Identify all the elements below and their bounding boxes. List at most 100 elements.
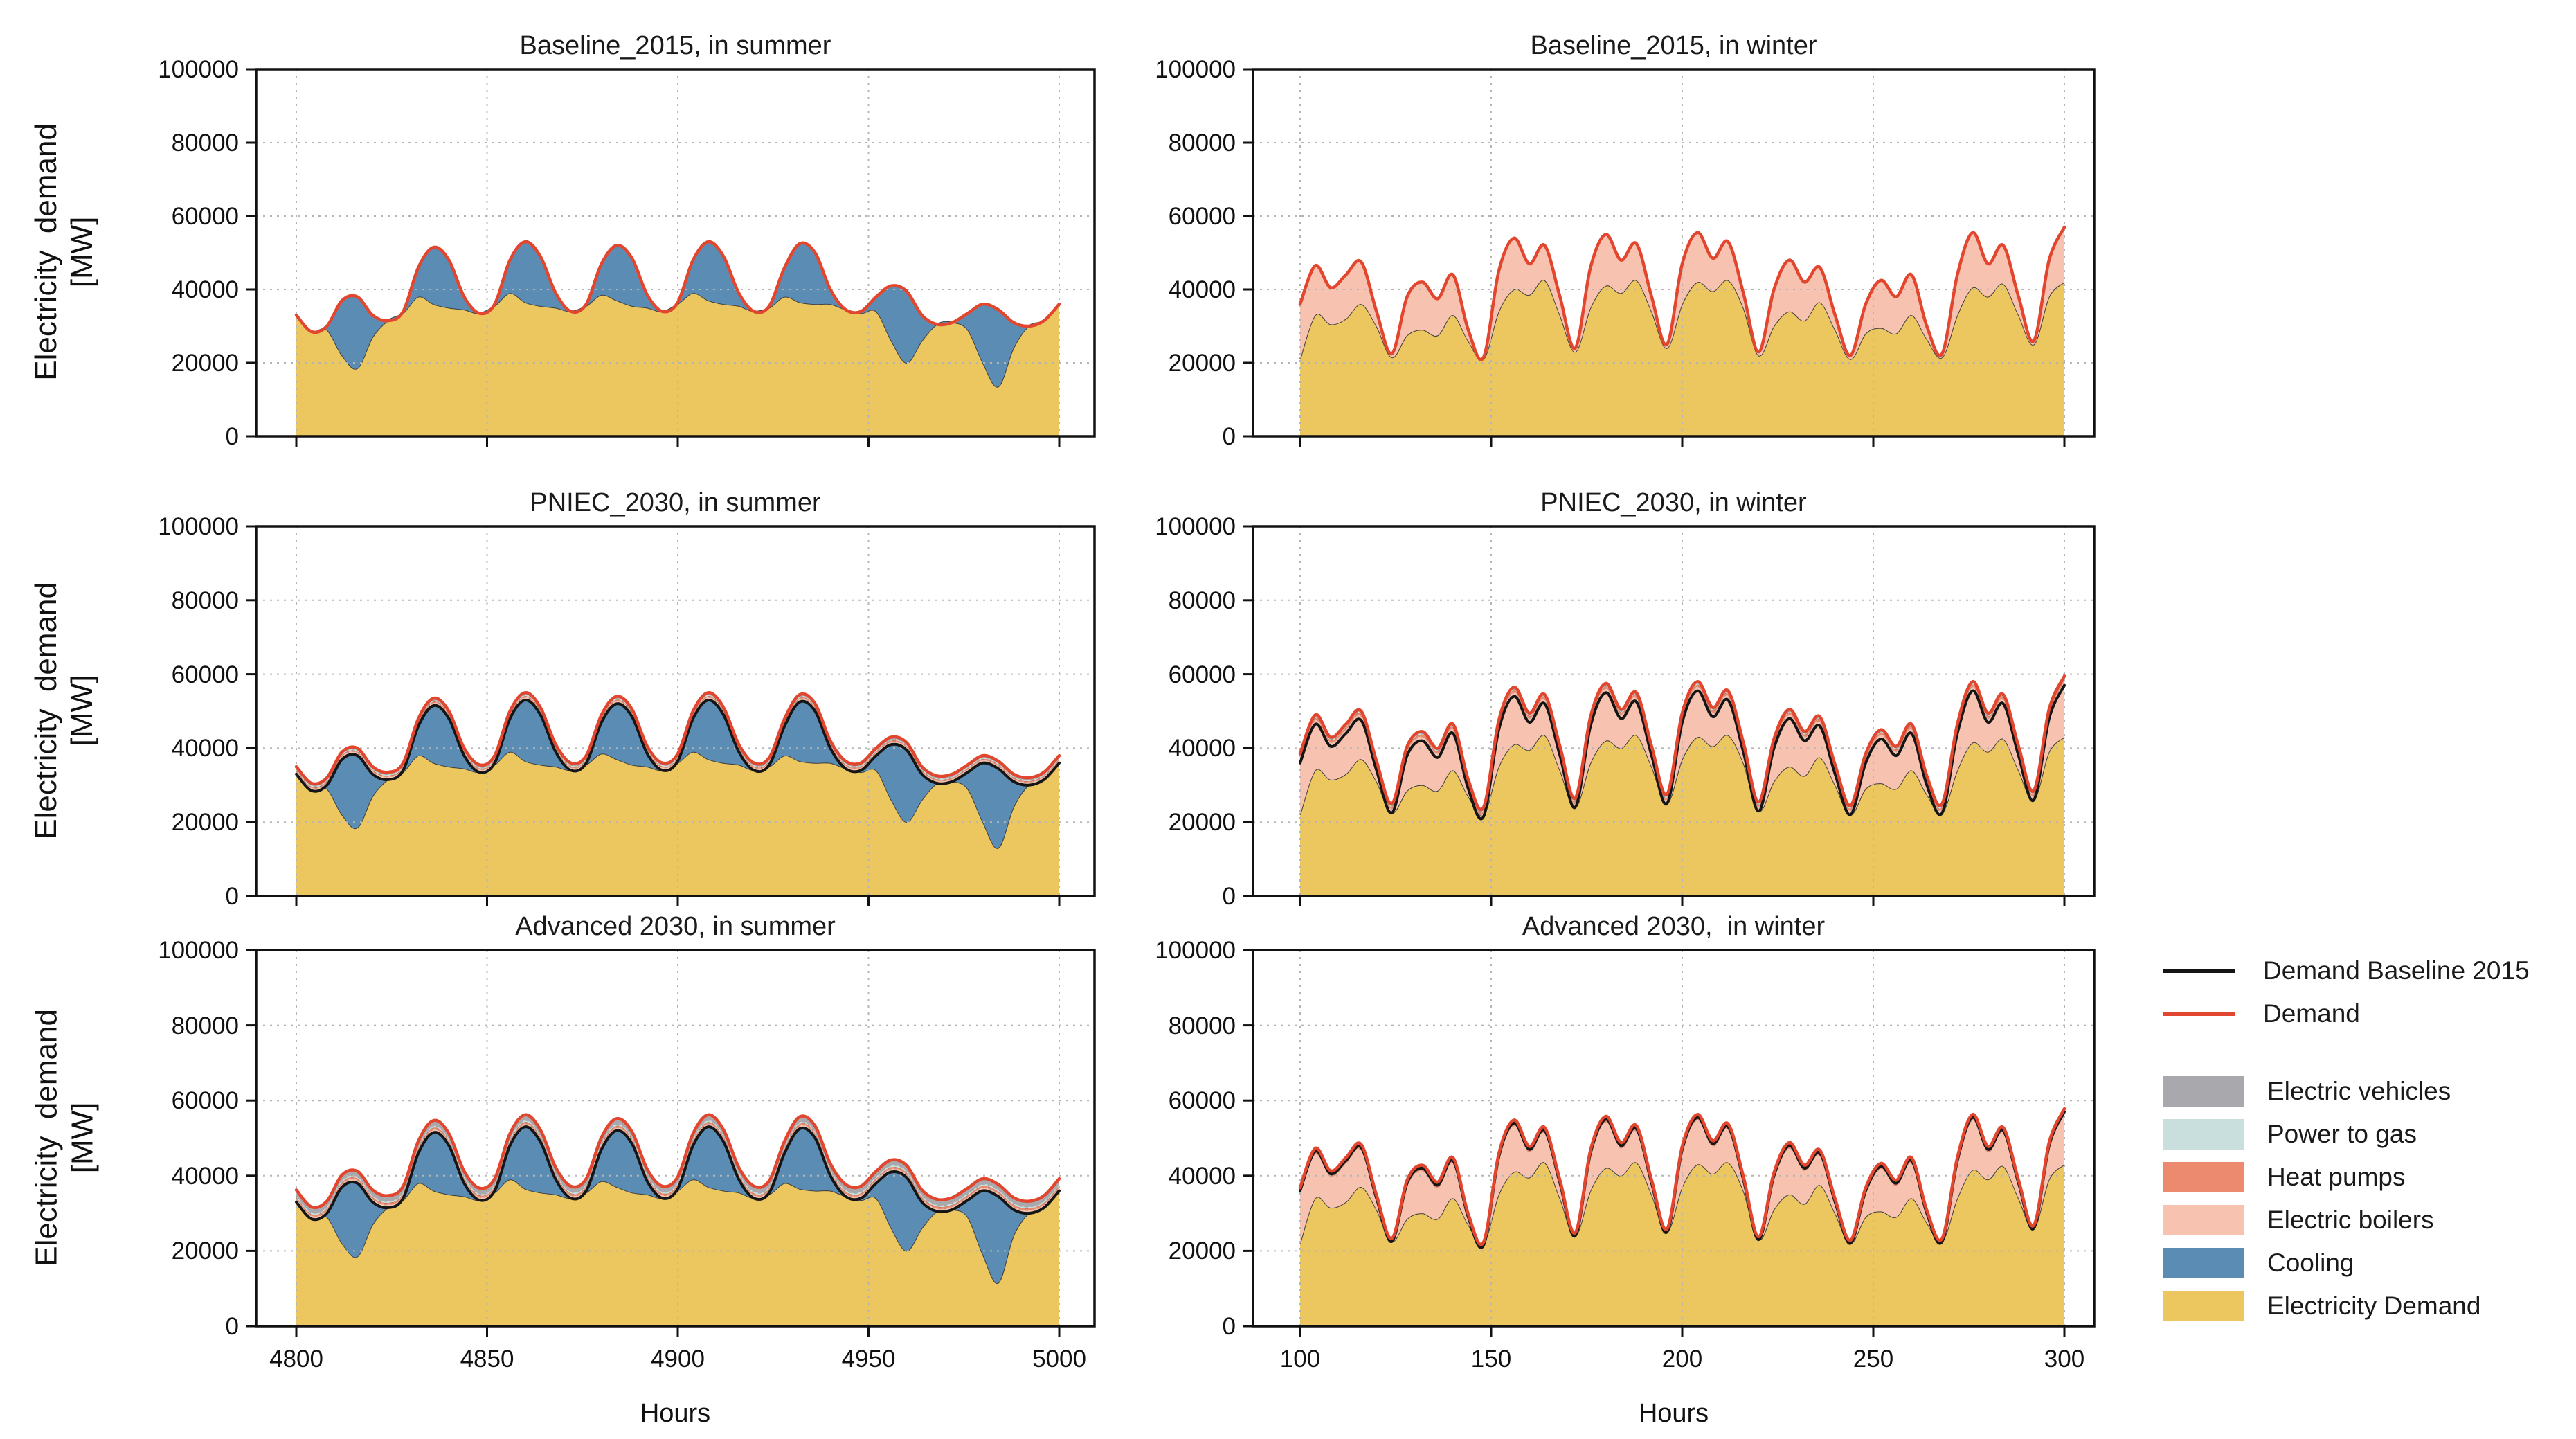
x-axis-label: Hours bbox=[640, 1399, 711, 1428]
y-axis-label: Electricity demand [MW] bbox=[12, 69, 116, 436]
y-tick-label: 100000 bbox=[1155, 56, 1236, 83]
y-axis-label: Electricity demand [MW] bbox=[12, 526, 116, 896]
legend-patch-swatch bbox=[2163, 1205, 2244, 1235]
y-tick-label: 100000 bbox=[1155, 513, 1236, 540]
y-tick-label: 20000 bbox=[171, 809, 239, 837]
plot-frame bbox=[1252, 68, 2096, 438]
legend-item-electric-vehicles: Electric vehicles bbox=[2163, 1075, 2451, 1108]
plot-area bbox=[246, 525, 1096, 906]
plot-area bbox=[246, 949, 1096, 1337]
legend-label: Electric vehicles bbox=[2267, 1077, 2451, 1105]
legend-patch-swatch bbox=[2163, 1248, 2244, 1278]
y-tick-label: 40000 bbox=[171, 276, 239, 303]
plot-frame bbox=[1252, 525, 2096, 897]
legend-label: Cooling bbox=[2267, 1249, 2354, 1277]
legend-item-electric-boilers: Electric boilers bbox=[2163, 1204, 2434, 1237]
y-tick-label: 40000 bbox=[1168, 735, 1236, 762]
y-tick-label: 0 bbox=[1222, 1313, 1236, 1340]
x-tick-label: 200 bbox=[1661, 1346, 1703, 1373]
legend-label: Demand Baseline 2015 bbox=[2263, 956, 2530, 985]
legend-line-swatch bbox=[2163, 1012, 2235, 1016]
line-demand-baseline-2015 bbox=[1299, 683, 2066, 821]
legend-patch-swatch bbox=[2163, 1119, 2244, 1150]
area-cooling bbox=[296, 699, 1059, 848]
y-tick-label: 20000 bbox=[171, 350, 239, 377]
y-tick-label: 0 bbox=[225, 1313, 239, 1340]
y-tick-label: 80000 bbox=[171, 587, 239, 614]
y-tick-label: 20000 bbox=[1168, 1237, 1236, 1265]
subplot-baseline-2015-in-winter: Baseline_2015, in winter 0 20000 40000 60000… bbox=[1155, 31, 2096, 449]
plot-frame bbox=[255, 949, 1096, 1328]
x-tick-label: 300 bbox=[2044, 1346, 2085, 1373]
plot-area bbox=[1243, 525, 2096, 906]
y-tick-label: 60000 bbox=[1168, 1087, 1236, 1115]
plot-area bbox=[1243, 68, 2096, 447]
x-tick-label: 150 bbox=[1470, 1346, 1512, 1373]
legend-item-power-to-gas: Power to gas bbox=[2163, 1118, 2417, 1151]
area-electricity-demand bbox=[1300, 280, 2064, 436]
y-axis-label-text: Electricity demand [MW] bbox=[29, 1008, 99, 1267]
x-tick-label: 4850 bbox=[460, 1346, 514, 1373]
subplot-advanced-2030-in-winter: Advanced 2030, in winter 0 20000 40000 60000… bbox=[1155, 912, 2096, 1428]
legend-patch-swatch bbox=[2163, 1162, 2244, 1192]
subplot-pniec-2030-in-winter: PNIEC_2030, in winter 0 20000 40000 60000 800… bbox=[1155, 488, 2096, 909]
x-tick-label: 250 bbox=[1853, 1346, 1894, 1373]
y-tick-label: 0 bbox=[225, 883, 239, 910]
subplot-title: PNIEC_2030, in summer bbox=[530, 488, 821, 517]
legend-line-swatch bbox=[2163, 969, 2235, 973]
area-cooling bbox=[296, 1127, 1059, 1284]
y-axis-label-text: Electricity demand [MW] bbox=[29, 582, 99, 839]
x-tick-label: 4800 bbox=[269, 1346, 323, 1373]
legend-patch-swatch bbox=[2163, 1076, 2244, 1107]
subplot-baseline-2015-in-summer: Baseline_2015, in summer 0 20000 40000 60000… bbox=[158, 31, 1096, 449]
legend-item-heat-pumps: Heat pumps bbox=[2163, 1161, 2406, 1194]
line-demand-baseline-2015 bbox=[295, 1125, 1061, 1222]
subplot-title: Advanced 2030, in winter bbox=[1522, 912, 1826, 941]
y-tick-label: 20000 bbox=[1168, 809, 1236, 837]
x-tick-label: 4900 bbox=[651, 1346, 705, 1373]
x-axis-label: Hours bbox=[1638, 1399, 1709, 1428]
plot-area bbox=[1243, 949, 2096, 1337]
y-tick-label: 60000 bbox=[171, 203, 239, 230]
plot-frame bbox=[255, 525, 1096, 897]
y-tick-label: 40000 bbox=[171, 735, 239, 762]
line-demand bbox=[294, 1113, 1061, 1210]
plot-frame bbox=[1252, 949, 2096, 1328]
y-tick-label: 40000 bbox=[171, 1162, 239, 1190]
area-electricity-demand bbox=[296, 293, 1059, 436]
legend-label: Demand bbox=[2263, 999, 2360, 1028]
legend-item-demand-baseline-2015: Demand Baseline 2015 bbox=[2163, 954, 2530, 987]
y-tick-label: 100000 bbox=[158, 513, 239, 540]
plot-area bbox=[246, 68, 1096, 447]
legend-item-demand: Demand bbox=[2163, 997, 2360, 1030]
plot-frame bbox=[255, 68, 1096, 438]
legend-label: Electricity Demand bbox=[2267, 1291, 2481, 1320]
y-tick-label: 40000 bbox=[1168, 1162, 1236, 1190]
line-demand bbox=[294, 240, 1061, 334]
legend-item-cooling: Cooling bbox=[2163, 1246, 2354, 1280]
y-tick-label: 80000 bbox=[1168, 587, 1236, 614]
subplot-advanced-2030-in-summer: Advanced 2030, in summer 0 20000 40000 60000… bbox=[158, 912, 1096, 1428]
y-tick-label: 60000 bbox=[171, 1087, 239, 1115]
y-tick-label: 100000 bbox=[1155, 937, 1236, 964]
y-tick-label: 20000 bbox=[1168, 350, 1236, 377]
area-cooling bbox=[296, 242, 1059, 387]
subplot-title: Advanced 2030, in summer bbox=[515, 912, 836, 941]
y-tick-label: 60000 bbox=[1168, 661, 1236, 688]
y-axis-label: Electricity demand [MW] bbox=[12, 950, 116, 1326]
y-tick-label: 100000 bbox=[158, 937, 239, 964]
y-tick-label: 20000 bbox=[171, 1237, 239, 1265]
x-tick-label: 4950 bbox=[841, 1346, 896, 1373]
subplot-pniec-2030-in-summer: PNIEC_2030, in summer 0 20000 40000 60000 800… bbox=[158, 488, 1096, 909]
x-tick-label: 100 bbox=[1279, 1346, 1321, 1373]
subplot-title: PNIEC_2030, in winter bbox=[1540, 488, 1807, 517]
line-demand bbox=[294, 691, 1061, 786]
area-electricity-demand bbox=[1300, 1162, 2064, 1326]
y-tick-label: 0 bbox=[1222, 423, 1236, 450]
y-tick-label: 40000 bbox=[1168, 276, 1236, 303]
legend-item-electricity-demand: Electricity Demand bbox=[2163, 1289, 2480, 1323]
legend-label: Electric boilers bbox=[2267, 1206, 2434, 1234]
y-tick-label: 60000 bbox=[171, 661, 239, 688]
line-demand bbox=[1298, 674, 2066, 812]
